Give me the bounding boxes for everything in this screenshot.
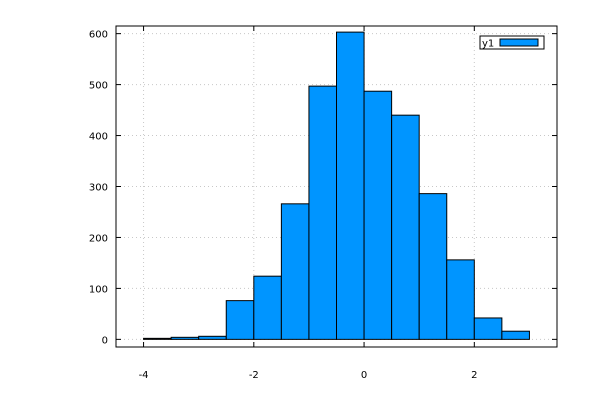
histogram-bar — [391, 114, 420, 340]
histogram-bar — [280, 203, 310, 340]
x-tick-label: -2 — [249, 370, 259, 381]
histogram-bar — [253, 275, 282, 340]
bars-layer — [143, 31, 530, 340]
legend-swatch — [499, 38, 539, 47]
histogram-bar — [446, 259, 475, 340]
legend-label: y1 — [482, 39, 494, 50]
histogram-bar — [501, 330, 530, 340]
histogram-bar — [170, 336, 200, 340]
y-tick-label: 200 — [89, 233, 108, 244]
y-tick-label: 100 — [89, 284, 108, 295]
x-tick-label: -4 — [139, 370, 149, 381]
y-tick-label: 600 — [89, 30, 108, 41]
histogram-bar — [143, 337, 172, 340]
ticks-layer: -4 -2 0 2 0 100 200 300 400 500 600 — [89, 26, 557, 381]
histogram-bar — [308, 85, 337, 340]
histogram-bar — [225, 300, 255, 340]
histogram-bar — [336, 31, 365, 340]
histogram-bar — [473, 317, 503, 340]
histogram-bar — [198, 335, 227, 340]
y-tick-label: 300 — [89, 183, 108, 194]
x-tick-label: 2 — [471, 370, 477, 381]
y-tick-label: 400 — [89, 132, 108, 143]
y-tick-label: 0 — [102, 335, 108, 346]
histogram-bar — [418, 193, 448, 340]
y-tick-label: 500 — [89, 81, 108, 92]
legend: y1 — [479, 35, 545, 50]
x-tick-label: 0 — [361, 370, 367, 381]
histogram-bar — [363, 90, 393, 340]
